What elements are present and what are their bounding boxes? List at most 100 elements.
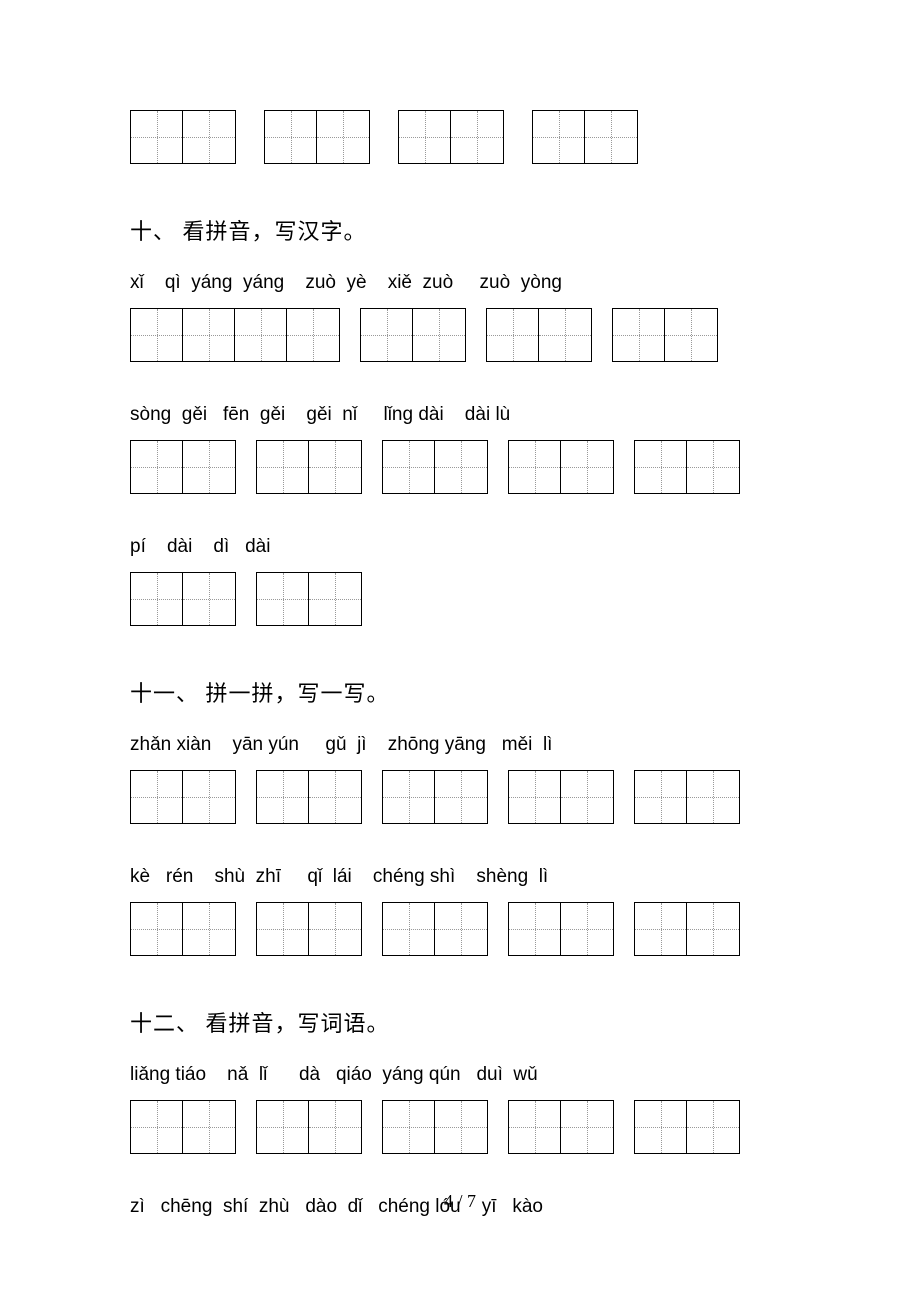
tianzige-cell: [561, 903, 613, 955]
page-content: 十、 看拼音，写汉字。 xǐ qì yáng yáng zuò yè xiě z…: [0, 0, 920, 1218]
tianzige-box: [508, 1100, 614, 1154]
tianzige-cell: [183, 771, 235, 823]
tianzige-cell: [309, 573, 361, 625]
tianzige-cell: [561, 771, 613, 823]
pinyin-line: zhǎn xiàn yān yún gǔ jì zhōng yāng měi l…: [130, 734, 790, 756]
tianzige-cell: [131, 771, 183, 823]
tianzige-box: [634, 770, 740, 824]
tianzige-cell: [131, 111, 183, 163]
tianzige-cell: [183, 309, 235, 361]
tianzige-cell: [257, 771, 309, 823]
tianzige-box: [532, 110, 638, 164]
tianzige-cell: [131, 441, 183, 493]
tianzige-cell: [635, 903, 687, 955]
tianzige-box: [130, 440, 236, 494]
pinyin-line: sòng gěi fēn gěi gěi nǐ lǐng dài dài lù: [130, 404, 790, 426]
box-row: [130, 572, 790, 626]
tianzige-cell: [309, 903, 361, 955]
tianzige-box: [130, 572, 236, 626]
tianzige-cell: [257, 1101, 309, 1153]
tianzige-cell: [383, 441, 435, 493]
tianzige-cell: [435, 903, 487, 955]
tianzige-cell: [635, 441, 687, 493]
tianzige-box: [360, 308, 466, 362]
tianzige-cell: [399, 111, 451, 163]
tianzige-cell: [413, 309, 465, 361]
tianzige-cell: [451, 111, 503, 163]
tianzige-box: [264, 110, 370, 164]
tianzige-box: [612, 308, 718, 362]
tianzige-cell: [635, 771, 687, 823]
tianzige-cell: [183, 903, 235, 955]
tianzige-cell: [509, 771, 561, 823]
tianzige-box: [634, 440, 740, 494]
box-row: [130, 308, 790, 362]
tianzige-cell: [687, 441, 739, 493]
tianzige-cell: [687, 1101, 739, 1153]
tianzige-cell: [131, 1101, 183, 1153]
tianzige-cell: [509, 1101, 561, 1153]
tianzige-cell: [235, 309, 287, 361]
tianzige-box: [508, 440, 614, 494]
tianzige-box: [256, 440, 362, 494]
tianzige-box: [486, 308, 592, 362]
tianzige-cell: [687, 771, 739, 823]
tianzige-cell: [257, 573, 309, 625]
tianzige-cell: [687, 903, 739, 955]
tianzige-box: [382, 902, 488, 956]
pinyin-line: liǎng tiáo nǎ lǐ dà qiáo yáng qún duì wǔ: [130, 1064, 790, 1086]
tianzige-box: [130, 770, 236, 824]
tianzige-box: [634, 902, 740, 956]
section-12-heading: 十二、 看拼音，写词语。: [130, 1006, 790, 1038]
tianzige-box: [256, 902, 362, 956]
tianzige-box: [130, 308, 340, 362]
tianzige-box: [130, 1100, 236, 1154]
tianzige-cell: [533, 111, 585, 163]
tianzige-cell: [509, 441, 561, 493]
tianzige-cell: [561, 441, 613, 493]
tianzige-cell: [317, 111, 369, 163]
pinyin-line: kè rén shù zhī qǐ lái chéng shì shèng lì: [130, 866, 790, 888]
section-11-heading: 十一、 拼一拼，写一写。: [130, 676, 790, 708]
section-10-heading: 十、 看拼音，写汉字。: [130, 214, 790, 246]
tianzige-cell: [665, 309, 717, 361]
tianzige-cell: [257, 903, 309, 955]
tianzige-cell: [287, 309, 339, 361]
tianzige-cell: [131, 903, 183, 955]
tianzige-box: [256, 770, 362, 824]
tianzige-box: [382, 440, 488, 494]
tianzige-box: [256, 572, 362, 626]
tianzige-cell: [383, 903, 435, 955]
tianzige-box: [508, 902, 614, 956]
tianzige-cell: [265, 111, 317, 163]
tianzige-cell: [183, 441, 235, 493]
tianzige-cell: [383, 1101, 435, 1153]
tianzige-cell: [487, 309, 539, 361]
tianzige-cell: [183, 111, 235, 163]
tianzige-box: [382, 770, 488, 824]
tianzige-cell: [361, 309, 413, 361]
tianzige-cell: [131, 309, 183, 361]
tianzige-box: [382, 1100, 488, 1154]
tianzige-cell: [183, 1101, 235, 1153]
tianzige-box: [256, 1100, 362, 1154]
tianzige-cell: [309, 1101, 361, 1153]
tianzige-cell: [309, 771, 361, 823]
box-row: [130, 770, 790, 824]
tianzige-cell: [257, 441, 309, 493]
tianzige-cell: [435, 441, 487, 493]
tianzige-cell: [435, 771, 487, 823]
pinyin-line: pí dài dì dài: [130, 536, 790, 558]
tianzige-cell: [613, 309, 665, 361]
box-row: [130, 1100, 790, 1154]
tianzige-cell: [539, 309, 591, 361]
pinyin-line: xǐ qì yáng yáng zuò yè xiě zuò zuò yòng: [130, 272, 790, 294]
tianzige-cell: [635, 1101, 687, 1153]
tianzige-box: [130, 110, 236, 164]
tianzige-cell: [585, 111, 637, 163]
tianzige-cell: [509, 903, 561, 955]
tianzige-cell: [383, 771, 435, 823]
top-box-row: [130, 110, 790, 164]
box-row: [130, 440, 790, 494]
tianzige-cell: [131, 573, 183, 625]
